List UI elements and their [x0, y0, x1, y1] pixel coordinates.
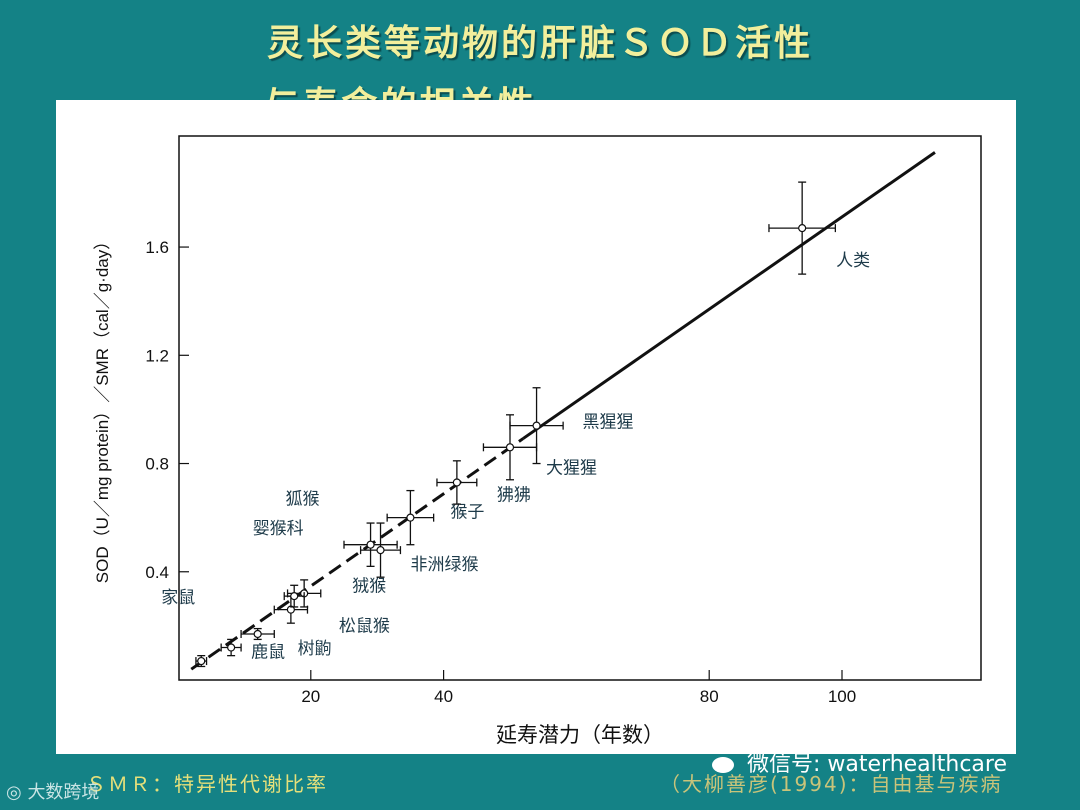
wechat-watermark-text: 微信号: waterhealthcare [747, 752, 1008, 777]
logo-watermark: ◎ 大数跨境 [6, 778, 99, 804]
point-label: 松鼠猴 [339, 617, 390, 637]
data-point [505, 443, 515, 452]
data-point [376, 546, 385, 555]
point-label: 狨猴 [352, 576, 386, 596]
slide-title-line1: 灵长类等动物的肝脏ＳＯＤ活性 [266, 22, 813, 64]
point-label: 非洲绿猴 [411, 555, 479, 575]
x-tick-label: 40 [434, 687, 453, 706]
y-tick-label: 0.4 [145, 563, 169, 582]
point-label: 婴猴科 [253, 519, 304, 539]
data-point [197, 656, 206, 666]
chart-panel: 20 40 80 100 0.4 0.8 1.2 1.6 延寿潜力（年数） SOD（U／mg pr… [56, 100, 1016, 754]
plot-frame [178, 135, 982, 681]
data-point [366, 540, 375, 549]
fit-line-dashed [190, 437, 525, 671]
point-label: 黑猩猩 [583, 413, 634, 433]
y-axis-label: SOD（U／mg protein）／SMR（cal／g·day） [93, 233, 112, 583]
x-tick-label: 80 [700, 687, 719, 706]
fit-line-solid [522, 151, 936, 440]
footnote-citation: （大柳善彦(1994)：自由基与疾病 [660, 772, 1003, 796]
chart: 20 40 80 100 0.4 0.8 1.2 1.6 延寿潜力（年数） SOD（U／mg pr… [93, 135, 982, 747]
point-label: 树鼩 [298, 639, 332, 659]
footnote-smr: ＳＭＲ：特异性代谢比率 [86, 772, 328, 796]
data-point [406, 513, 415, 522]
x-axis-label: 延寿潜力（年数） [496, 723, 664, 747]
x-tick-label: 100 [828, 687, 856, 706]
x-tick-label: 20 [301, 687, 320, 706]
point-label: 家鼠 [161, 588, 195, 608]
point-label: 狒狒 [497, 485, 531, 505]
logo-text: 大数跨境 [27, 782, 100, 803]
wechat-watermark: 微信号: waterhealthcare [712, 746, 1007, 778]
y-tick-label: 0.8 [145, 455, 169, 474]
data-point [798, 224, 807, 233]
logo-icon: ◎ [6, 782, 28, 803]
data-point [532, 421, 541, 430]
point-label: 人类 [836, 251, 870, 271]
wechat-icon [712, 757, 734, 773]
data-point [452, 478, 461, 487]
point-label: 鹿鼠 [251, 643, 285, 663]
data-point [290, 592, 299, 601]
point-label: 猴子 [450, 503, 484, 523]
data-point [286, 605, 295, 614]
data-point [227, 643, 236, 652]
data-point [253, 629, 262, 639]
point-label: 狐猴 [286, 490, 320, 510]
y-tick-label: 1.2 [145, 346, 169, 365]
point-label: 大猩猩 [546, 458, 597, 478]
y-tick-label: 1.6 [145, 238, 169, 257]
